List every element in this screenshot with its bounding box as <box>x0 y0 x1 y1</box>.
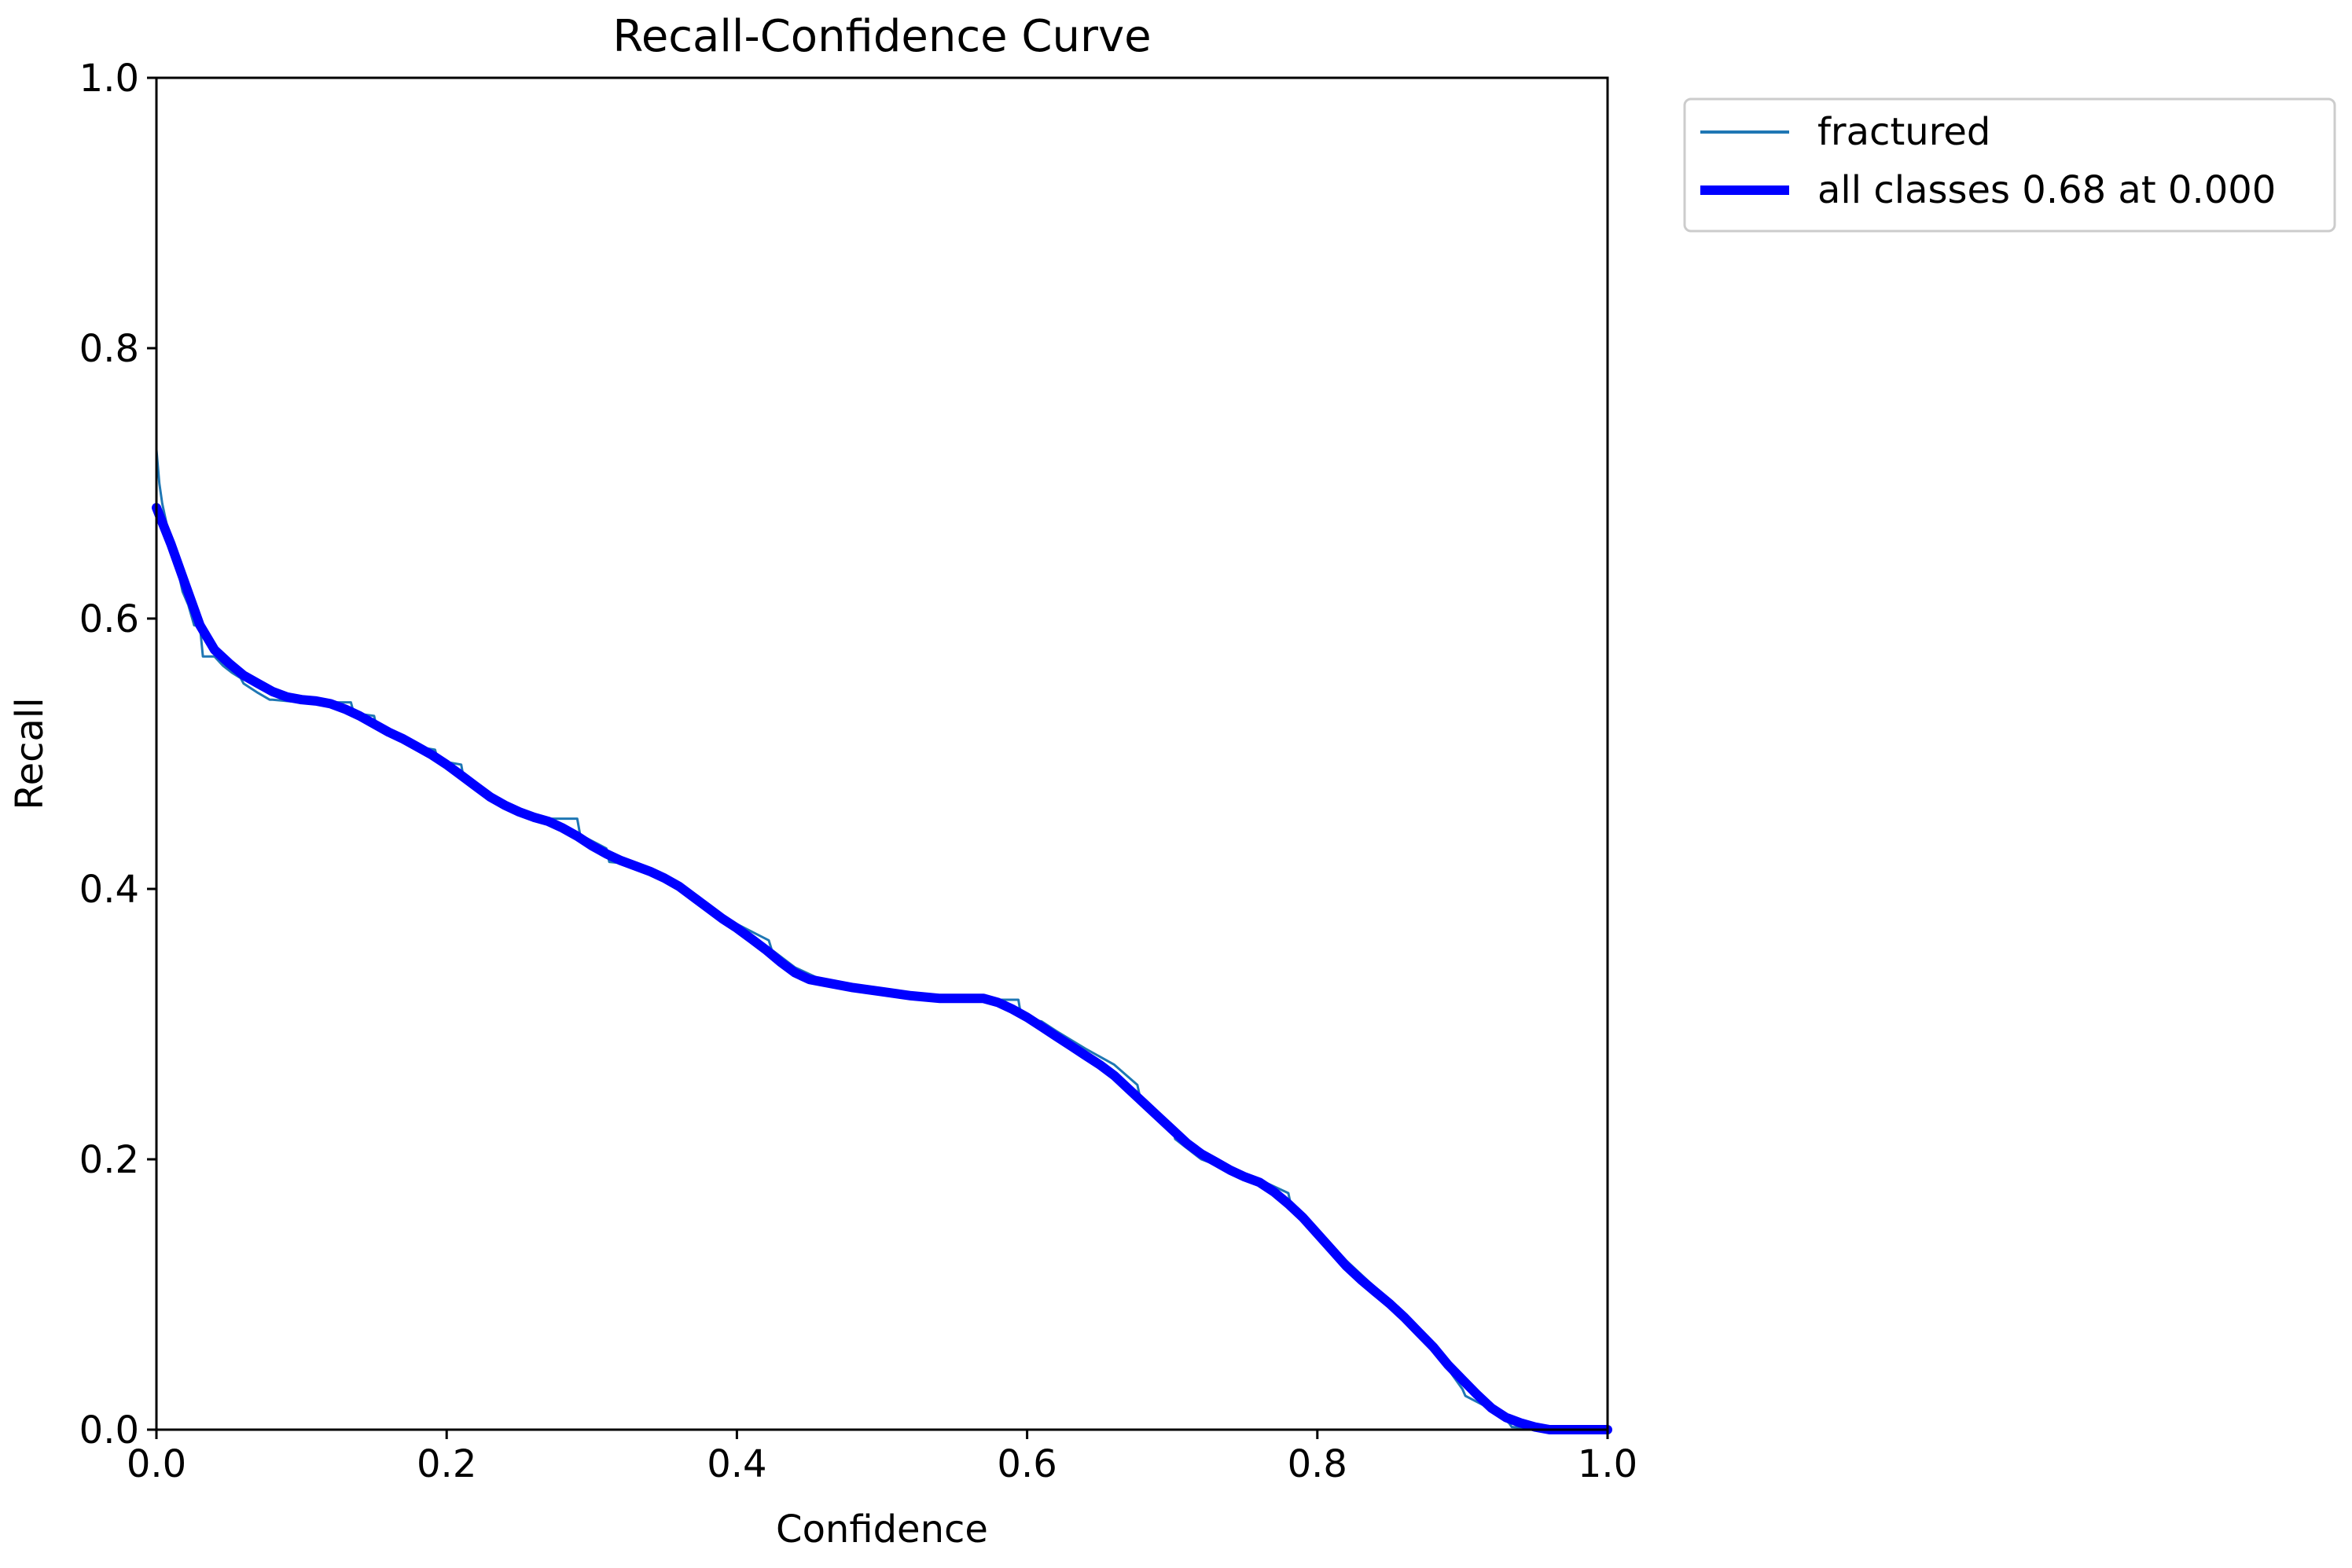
plot-frame <box>155 76 1609 1431</box>
legend-label-all-classes: all classes 0.68 at 0.000 <box>1817 168 2276 212</box>
y-tick-label: 0.0 <box>79 1408 139 1452</box>
legend-label-fractured: fractured <box>1817 110 1990 154</box>
y-tick-label: 0.2 <box>79 1138 139 1182</box>
x-tick-label: 0.6 <box>997 1442 1057 1486</box>
series-line-all-classes <box>152 503 1612 1434</box>
y-tick-label: 0.6 <box>79 597 139 641</box>
x-tick-label: 0.2 <box>417 1442 476 1486</box>
x-tick-label: 1.0 <box>1578 1442 1637 1486</box>
y-tick-label: 0.4 <box>79 868 139 912</box>
x-tick-label: 0.4 <box>707 1442 766 1486</box>
legend: fractured all classes 0.68 at 0.000 <box>1683 97 2336 233</box>
x-axis-label: Confidence <box>776 1507 988 1551</box>
y-tick-label: 0.8 <box>79 327 139 371</box>
x-axis-ticks: 0.0 0.2 0.4 0.6 0.8 1.0 <box>127 1430 1637 1486</box>
series-layer <box>152 448 1612 1434</box>
y-tick-label: 1.0 <box>79 57 139 101</box>
y-axis-label: Recall <box>8 697 52 810</box>
legend-box <box>1683 97 2336 233</box>
y-axis-ticks: 0.0 0.2 0.4 0.6 0.8 1.0 <box>79 57 156 1452</box>
x-tick-label: 0.0 <box>127 1442 186 1486</box>
x-tick-label: 0.8 <box>1288 1442 1347 1486</box>
chart-title: Recall-Confidence Curve <box>612 11 1151 62</box>
